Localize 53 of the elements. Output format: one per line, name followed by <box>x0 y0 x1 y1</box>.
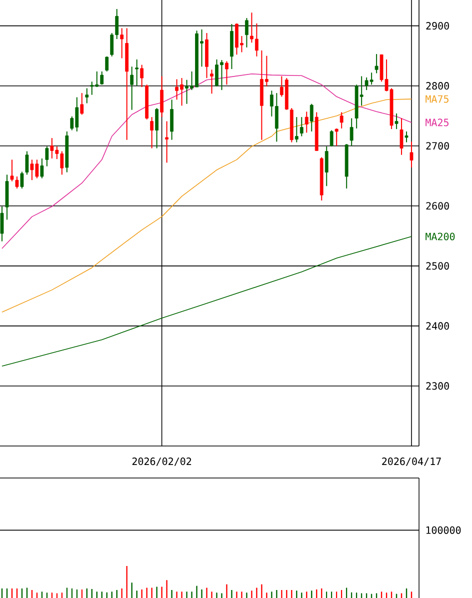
candlestick <box>324 146 328 187</box>
text: 100000 <box>426 526 461 534</box>
candlestick <box>170 99 174 140</box>
candlestick <box>80 92 84 116</box>
candlestick <box>130 66 134 110</box>
y-tick-label: 2600 <box>426 202 449 210</box>
candlestick <box>0 206 4 242</box>
candlestick <box>25 150 29 176</box>
candlestick <box>404 130 408 143</box>
candlestick <box>394 112 398 130</box>
series-label: MA25 <box>426 118 448 126</box>
candlestick <box>120 28 124 59</box>
y-tick-label: 2500 <box>426 262 449 270</box>
candlestick <box>400 118 404 156</box>
y-tick-label: 2400 <box>426 322 449 330</box>
y-tick-label: 2900 <box>426 22 449 30</box>
series-label: MA200 <box>426 232 455 240</box>
candlestick <box>105 56 109 72</box>
candlestick <box>225 60 228 86</box>
x-tick-label: 2026/04/17 <box>382 458 441 466</box>
candlestick <box>140 64 144 88</box>
candlestick <box>334 128 338 146</box>
candlestick <box>210 69 214 94</box>
candlestick <box>310 103 314 132</box>
candlestick <box>330 130 334 147</box>
candlestick <box>10 159 14 182</box>
candlestick <box>85 88 89 104</box>
candlestick <box>294 116 298 143</box>
candlestick <box>300 116 304 137</box>
x-tick-label: 2026/02/02 <box>132 458 192 466</box>
candlestick <box>135 58 139 86</box>
line-series <box>2 73 412 249</box>
candlestick <box>245 18 248 48</box>
candlestick <box>340 112 344 129</box>
candlestick <box>20 171 24 189</box>
line-series <box>2 98 412 313</box>
candlestick <box>165 120 168 164</box>
y-tick-label: 2800 <box>426 82 449 90</box>
y-tick-label: 2300 <box>426 382 449 390</box>
candlestick <box>410 141 414 168</box>
candlestick <box>45 146 49 167</box>
candlestick <box>15 176 19 189</box>
candlestick <box>374 54 378 74</box>
line-series <box>2 236 412 367</box>
series-label: MA75 <box>426 95 448 103</box>
candlestick <box>350 118 354 146</box>
candlestick <box>160 76 164 118</box>
candlestick <box>150 116 154 149</box>
y-tick-label: 2700 <box>426 142 449 150</box>
candlestick <box>304 111 308 134</box>
candlestick <box>100 70 104 86</box>
candlestick <box>155 108 159 149</box>
candlestick <box>40 158 44 179</box>
